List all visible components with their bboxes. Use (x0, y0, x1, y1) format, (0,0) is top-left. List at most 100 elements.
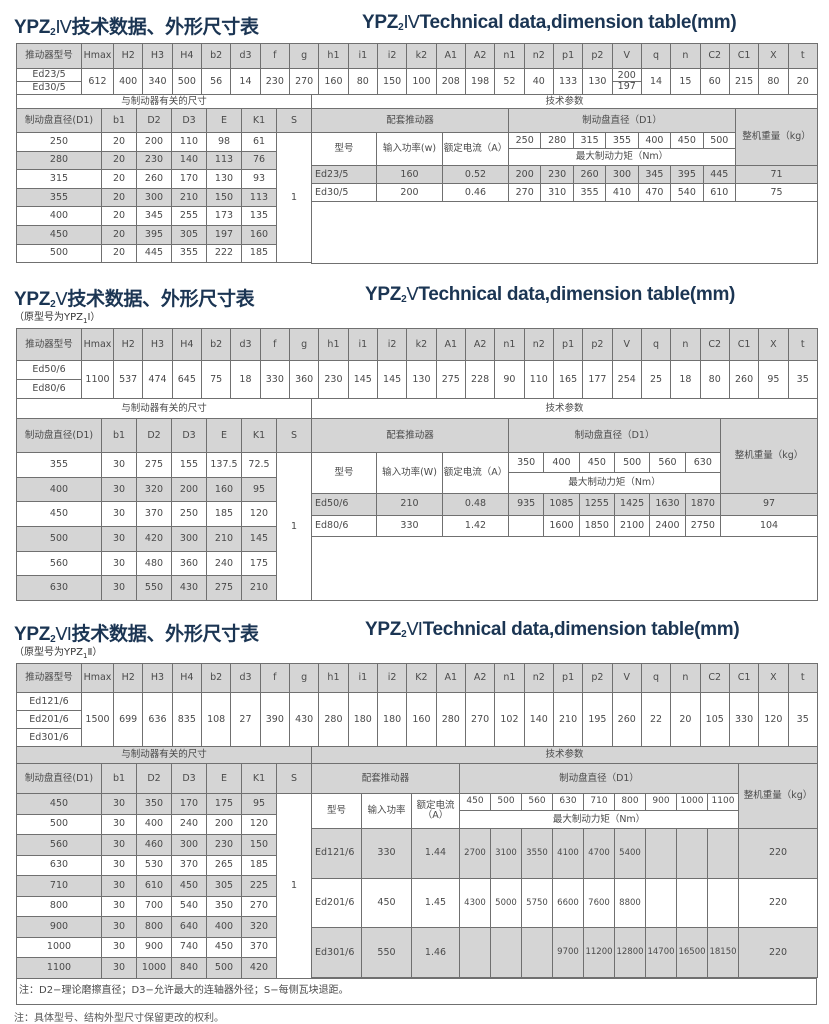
brake-disc-diameter: 500 (16, 813, 102, 835)
input-power-cell: 550 (361, 927, 412, 979)
torque-cell: 2750 (684, 514, 722, 537)
disc-diameter-value: 400 (637, 132, 672, 149)
value-cell: 98 (206, 132, 242, 152)
value-cell: 14 (640, 68, 672, 95)
torque-cell: 1600 (543, 514, 580, 537)
column-header: D2 (136, 418, 172, 453)
column-header: p1 (552, 663, 584, 693)
value-cell: 390 (259, 692, 290, 747)
title-text: Technical data,dimension table(mm) (419, 12, 737, 33)
table-row: 450 30 370 250 185 120 (16, 501, 312, 528)
value-cell: 175 (241, 550, 277, 577)
value-cell: 20 (101, 206, 137, 226)
brake-disc-diameter: 500 (16, 526, 102, 552)
disc-diameter-value: 710 (583, 793, 615, 811)
column-header: b1 (101, 108, 137, 133)
value-cell: 300 (136, 187, 172, 208)
value-cell: 195 (582, 692, 613, 747)
torque-cell: 2400 (649, 514, 686, 537)
brake-disc-diameter: 1000 (16, 936, 102, 958)
column-header: D3 (171, 418, 207, 453)
value-cell: 230 (136, 150, 172, 171)
value-cell: 165 (552, 360, 584, 399)
torque-cell: 3100 (490, 828, 522, 879)
title-subscript: 2 (398, 22, 404, 33)
value-cell: 835 (171, 692, 202, 747)
title-subscript: 2 (50, 27, 56, 38)
torque-cell: 2700 (459, 828, 491, 879)
value-cell: 700 (136, 895, 172, 917)
column-header: k2 (406, 328, 437, 361)
dimension-table: 推动器型号 Hmax H2 H3 H4 b2 d3 f g h1 i1 i2 k2 A1 A2 n1 n2 p1 p… (16, 328, 818, 399)
value-cell: 140 (523, 692, 554, 747)
value-cell: 200 (206, 813, 242, 835)
value-cell: 222 (206, 243, 242, 264)
table-row: Ed121/6 330 1.44 2700 3100 3550 4100 4700 5400 22… (311, 828, 819, 879)
model-cell: Ed50/6 (16, 360, 82, 380)
value-cell: 840 (171, 957, 207, 979)
torque-cell: 1255 (578, 493, 615, 516)
disc-diameter-value: 560 (649, 452, 686, 473)
table-row: 560 30 480 360 240 175 (16, 550, 312, 577)
value-cell: 400 (112, 68, 144, 95)
torque-cell: 5750 (521, 877, 553, 929)
title-cn: YPZ2Ⅴ技术数据、外形尺寸表 (14, 284, 255, 311)
value-cell: 200 (136, 132, 172, 152)
column-header: n2 (523, 43, 554, 69)
weight-cell: 220 (738, 927, 819, 979)
value-cell: 185 (206, 501, 242, 528)
column-header: n (670, 663, 701, 693)
column-header: H3 (142, 663, 173, 693)
title-text: 技术数据、外形尺寸表 (67, 289, 255, 310)
column-header: n2 (523, 328, 554, 361)
disc-diameter-value: 280 (540, 132, 574, 149)
column-header: i2 (376, 663, 408, 693)
title-roman: Ⅴ (55, 289, 68, 309)
torque-cell: 540 (670, 183, 704, 202)
value-cell: 610 (136, 875, 172, 897)
column-header: A1 (435, 328, 466, 361)
value-cell: 260 (728, 360, 760, 399)
value-cell: 170 (171, 793, 207, 815)
column-header: S (276, 108, 312, 133)
value-cell: 160 (406, 692, 437, 747)
column-header: i1 (347, 328, 378, 361)
band-brake-dimensions: 与制动器有关的尺寸 (16, 94, 312, 109)
band-technical-params: 技术参数 (311, 94, 818, 109)
value-cell: 450 (206, 936, 242, 958)
disc-diameter-value: 630 (552, 793, 584, 811)
value-cell: 30 (101, 957, 137, 979)
weight-cell: 71 (735, 165, 818, 184)
brake-dimension-table: 制动盘直径(D1) b1 D2 D3 E K1 S 450 30 350 170 175 95 1 500 3… (16, 763, 312, 979)
stacked-value: 200 (613, 71, 641, 82)
model-cell: Ed30/5 (16, 81, 82, 95)
torque-cell (706, 828, 740, 879)
value-cell: 1000 (136, 957, 172, 979)
column-header: E (206, 108, 242, 133)
table-row: Ed301/6 (16, 728, 818, 747)
value-cell: 30 (101, 793, 137, 815)
torque-cell: 610 (702, 183, 737, 202)
subtitle-post: Ⅰ） (87, 312, 101, 323)
input-power-cell: 160 (376, 165, 443, 184)
column-header: i1 (347, 663, 378, 693)
column-header: S (276, 418, 312, 453)
table-row: 900 30 800 640 400 320 (16, 916, 312, 938)
value-cell: 400 (206, 916, 242, 938)
value-cell: 445 (136, 243, 172, 264)
value-cell: 18 (230, 360, 261, 399)
table-row: 450 30 350 170 175 95 1 (16, 793, 312, 979)
input-power-header: 输入功率 (361, 793, 412, 829)
column-header: f (259, 663, 290, 693)
disc-diameter-value: 450 (578, 452, 615, 473)
column-header: b2 (200, 43, 232, 69)
value-cell: 395 (136, 224, 172, 245)
value-cell: 160 (318, 68, 349, 95)
value-cell: 300 (171, 834, 207, 856)
value-cell: 30 (101, 501, 137, 528)
title-prefix: YPZ (365, 619, 402, 640)
value-cell: 30 (101, 476, 137, 503)
brake-disc-diameter: 710 (16, 875, 102, 897)
column-header: A1 (435, 663, 466, 693)
torque-cell: 9700 (552, 927, 584, 979)
